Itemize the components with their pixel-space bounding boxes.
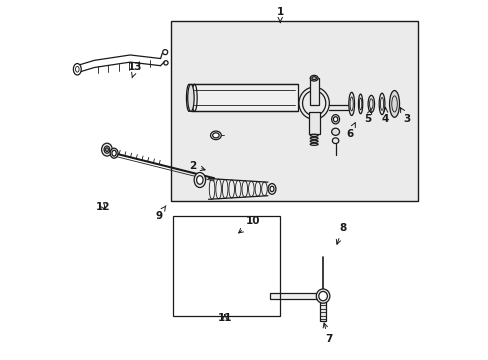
Ellipse shape xyxy=(255,182,260,196)
Ellipse shape xyxy=(309,137,317,139)
Ellipse shape xyxy=(367,95,374,112)
Bar xyxy=(171,21,417,202)
Ellipse shape xyxy=(309,143,317,145)
Text: 10: 10 xyxy=(238,216,260,233)
Ellipse shape xyxy=(309,140,317,142)
Ellipse shape xyxy=(222,180,227,198)
Text: 3: 3 xyxy=(400,108,410,124)
Ellipse shape xyxy=(209,179,214,199)
Text: 6: 6 xyxy=(346,123,355,139)
Ellipse shape xyxy=(348,92,354,116)
Text: 7: 7 xyxy=(323,323,331,344)
Ellipse shape xyxy=(378,93,384,114)
Ellipse shape xyxy=(215,179,221,199)
Ellipse shape xyxy=(358,94,362,114)
Text: 1: 1 xyxy=(276,7,283,23)
Ellipse shape xyxy=(331,114,339,124)
Polygon shape xyxy=(269,293,321,299)
Ellipse shape xyxy=(196,176,203,184)
Ellipse shape xyxy=(298,87,328,119)
Text: 9: 9 xyxy=(155,206,165,221)
Text: 4: 4 xyxy=(381,108,388,124)
Ellipse shape xyxy=(212,133,219,138)
Text: 5: 5 xyxy=(364,109,371,124)
Ellipse shape xyxy=(333,117,337,122)
Text: 11: 11 xyxy=(217,312,232,323)
Ellipse shape xyxy=(309,75,317,81)
Ellipse shape xyxy=(187,84,194,111)
Ellipse shape xyxy=(389,90,399,117)
Ellipse shape xyxy=(309,134,317,136)
Bar xyxy=(319,298,325,321)
Ellipse shape xyxy=(105,148,108,152)
Ellipse shape xyxy=(104,146,110,153)
Ellipse shape xyxy=(316,289,329,303)
Ellipse shape xyxy=(110,148,118,158)
Text: 12: 12 xyxy=(96,202,110,212)
Ellipse shape xyxy=(332,138,338,144)
Ellipse shape xyxy=(318,292,326,301)
Bar xyxy=(309,78,318,105)
Ellipse shape xyxy=(267,184,275,194)
Text: 13: 13 xyxy=(128,63,142,78)
Text: 2: 2 xyxy=(189,161,204,171)
Text: 8: 8 xyxy=(336,223,346,244)
Ellipse shape xyxy=(269,186,273,192)
Ellipse shape xyxy=(319,293,326,299)
Ellipse shape xyxy=(248,181,254,197)
Ellipse shape xyxy=(210,131,221,140)
Bar xyxy=(173,216,280,316)
Ellipse shape xyxy=(261,182,266,196)
Ellipse shape xyxy=(311,77,316,80)
Bar xyxy=(190,84,298,111)
Ellipse shape xyxy=(235,180,241,198)
Ellipse shape xyxy=(331,128,339,135)
Bar xyxy=(308,112,319,134)
Ellipse shape xyxy=(194,172,205,188)
Ellipse shape xyxy=(228,180,234,198)
Ellipse shape xyxy=(73,64,81,75)
Ellipse shape xyxy=(242,181,247,197)
Ellipse shape xyxy=(102,143,112,156)
Ellipse shape xyxy=(112,150,116,156)
